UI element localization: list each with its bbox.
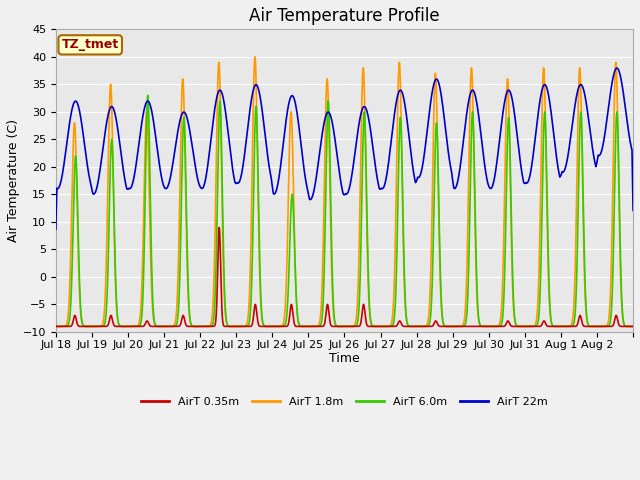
AirT 0.35m: [495, 324, 503, 329]
AirT 6.0m: [52, 324, 60, 329]
Title: Air Temperature Profile: Air Temperature Profile: [249, 7, 440, 25]
Legend: AirT 0.35m, AirT 1.8m, AirT 6.0m, AirT 22m: AirT 0.35m, AirT 1.8m, AirT 6.0m, AirT 2…: [136, 392, 552, 411]
AirT 1.8m: [437, 295, 445, 301]
AirT 1.8m: [152, 323, 159, 328]
Y-axis label: Air Temperature (C): Air Temperature (C): [7, 119, 20, 242]
AirT 1.8m: [479, 324, 486, 329]
AirT 6.0m: [269, 324, 276, 329]
AirT 22m: [426, 111, 433, 117]
AirT 6.0m: [496, 324, 504, 329]
Line: AirT 22m: AirT 22m: [56, 68, 633, 229]
AirT 0.35m: [437, 324, 445, 329]
AirT 22m: [52, 227, 60, 232]
AirT 6.0m: [144, 93, 152, 98]
AirT 22m: [479, 144, 486, 150]
AirT 22m: [152, 131, 159, 136]
AirT 1.8m: [629, 324, 637, 329]
AirT 22m: [629, 207, 637, 213]
AirT 22m: [437, 89, 445, 95]
AirT 0.35m: [216, 225, 223, 230]
AirT 1.8m: [426, 305, 433, 311]
X-axis label: Time: Time: [329, 352, 360, 365]
AirT 0.35m: [152, 324, 159, 329]
AirT 0.35m: [504, 318, 512, 324]
Text: TZ_tmet: TZ_tmet: [61, 38, 119, 51]
AirT 22m: [504, 88, 511, 94]
AirT 6.0m: [629, 324, 637, 329]
AirT 6.0m: [504, 120, 512, 125]
Line: AirT 1.8m: AirT 1.8m: [56, 57, 633, 326]
AirT 22m: [613, 65, 621, 71]
AirT 0.35m: [479, 324, 486, 329]
AirT 6.0m: [426, 321, 433, 326]
AirT 0.35m: [426, 324, 433, 329]
AirT 6.0m: [437, 291, 445, 297]
AirT 6.0m: [479, 324, 486, 329]
AirT 1.8m: [52, 324, 60, 329]
AirT 1.8m: [495, 322, 503, 327]
AirT 0.35m: [52, 324, 60, 329]
Line: AirT 6.0m: AirT 6.0m: [56, 96, 633, 326]
AirT 22m: [495, 140, 503, 146]
AirT 1.8m: [504, 79, 512, 84]
AirT 1.8m: [251, 54, 259, 60]
AirT 0.35m: [629, 324, 637, 329]
AirT 6.0m: [152, 322, 159, 328]
Line: AirT 0.35m: AirT 0.35m: [56, 228, 633, 326]
